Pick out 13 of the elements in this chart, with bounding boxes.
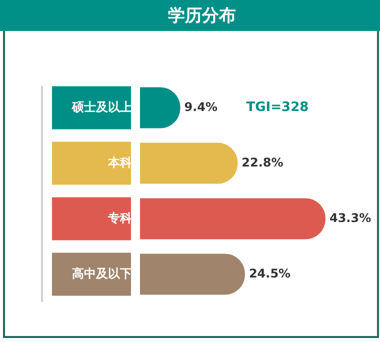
y-tick-label: 专科 [107,210,132,225]
chart-title: 学历分布 [168,5,236,27]
y-tick-label: 高中及以下 [72,266,132,280]
data-label: 43.3% [329,210,372,225]
data-label: 9.4% [184,100,218,114]
y-tick-label: 本科 [107,155,132,170]
annotation: TGI=328 [246,100,309,116]
y-tick-label: 硕士及以上 [71,100,132,114]
data-label: 24.5% [248,266,291,280]
data-label: 22.8% [242,155,284,170]
bar [140,198,326,240]
bar [140,142,238,184]
bar [140,254,245,295]
